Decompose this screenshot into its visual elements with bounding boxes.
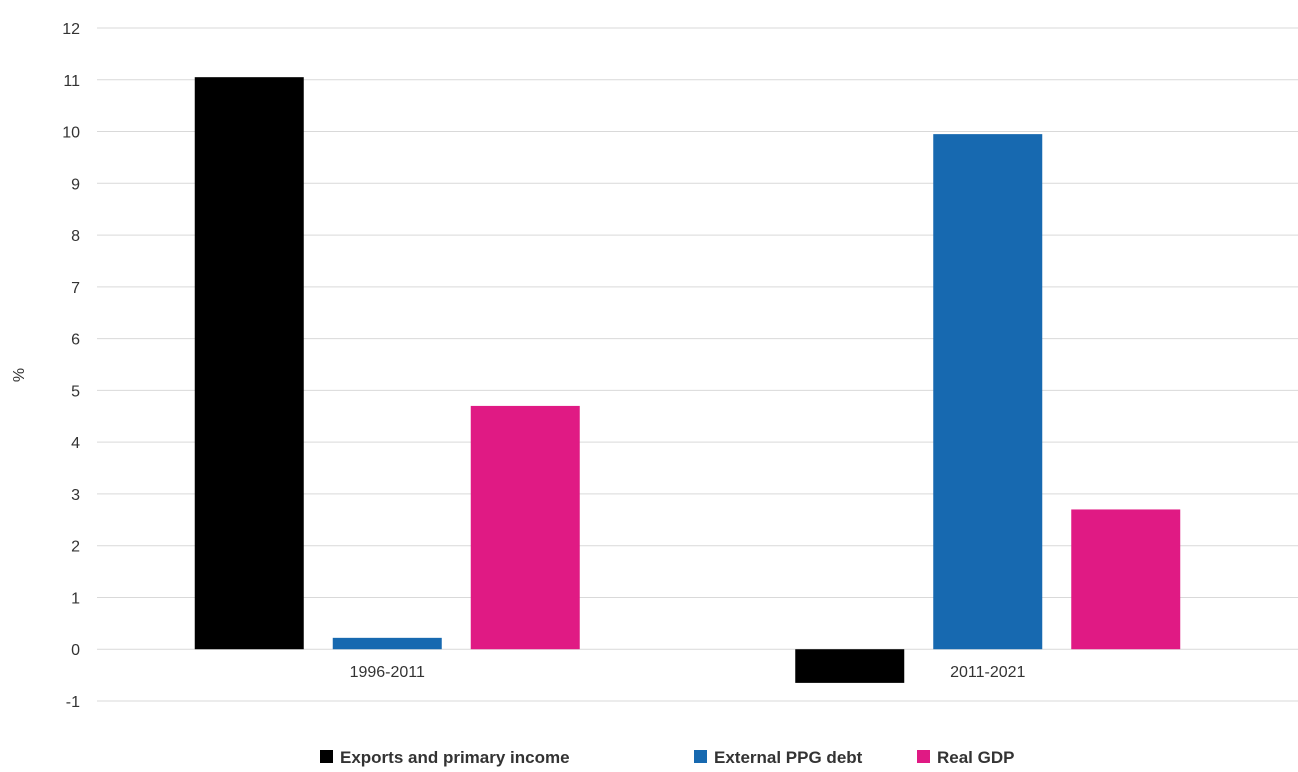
bar-exports-and-primary-income-1996-2011 [194, 77, 304, 650]
legend-swatch [694, 750, 707, 763]
bars [194, 77, 1181, 683]
bar-exports-and-primary-income-2011-2021 [795, 649, 905, 683]
category-label: 2011-2021 [950, 664, 1025, 681]
y-tick-label: 6 [71, 332, 80, 349]
y-tick-label: 8 [71, 228, 80, 245]
bar-real-gdp-1996-2011 [470, 405, 580, 650]
category-label: 1996-2011 [350, 664, 425, 681]
y-tick-label: 11 [63, 73, 80, 90]
legend-item: Real GDP [917, 748, 1014, 767]
y-tick-label: -1 [66, 694, 80, 711]
y-tick-label: 5 [71, 383, 80, 400]
legend-label: Exports and primary income [340, 748, 570, 767]
y-axis-label: % [11, 368, 28, 382]
y-tick-label: 7 [71, 280, 80, 297]
y-tick-label: 1 [71, 590, 80, 607]
legend-item: External PPG debt [694, 748, 863, 767]
y-tick-label: 10 [62, 125, 80, 142]
legend-label: External PPG debt [714, 748, 863, 767]
legend-item: Exports and primary income [320, 748, 570, 767]
legend: Exports and primary income External PPG d… [320, 748, 1014, 767]
y-tick-label: 2 [71, 539, 80, 556]
bar-external-ppg-debt-1996-2011 [332, 637, 442, 650]
legend-label: Real GDP [937, 748, 1014, 767]
legend-swatch [320, 750, 333, 763]
bar-external-ppg-debt-2011-2021 [933, 134, 1043, 650]
y-tick-label: 0 [71, 642, 80, 659]
bar-real-gdp-2011-2021 [1071, 509, 1181, 650]
legend-swatch [917, 750, 930, 763]
y-tick-label: 3 [71, 487, 80, 504]
y-tick-label: 4 [71, 435, 80, 452]
y-tick-label: 9 [71, 176, 80, 193]
y-tick-label: 12 [62, 21, 80, 38]
x-axis-category-labels: 1996-2011 2011-2021 [350, 664, 1026, 681]
